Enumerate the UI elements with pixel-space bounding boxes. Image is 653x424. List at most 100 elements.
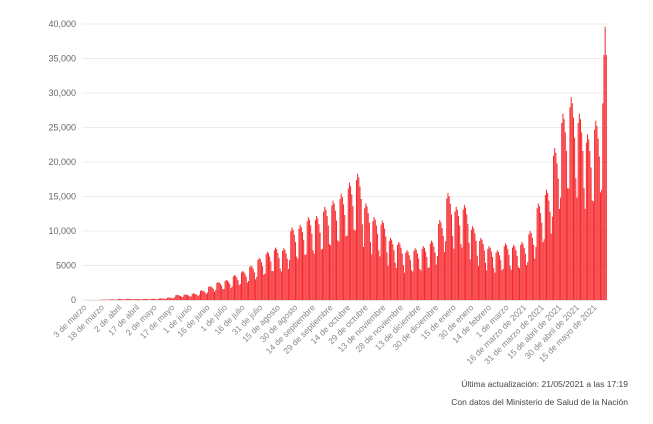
bar	[214, 291, 216, 300]
bar	[230, 287, 232, 300]
bar	[148, 299, 150, 300]
bar	[389, 237, 391, 300]
bar	[563, 119, 565, 300]
bar	[452, 235, 454, 300]
bar	[314, 220, 316, 300]
bar	[413, 250, 415, 300]
bar	[446, 198, 448, 300]
bar	[241, 272, 243, 300]
bar	[366, 206, 368, 300]
bar	[246, 282, 248, 300]
bar	[401, 253, 403, 300]
bar	[278, 258, 280, 300]
bar	[255, 279, 257, 300]
y-tick-label: 20,000	[48, 157, 76, 167]
bar	[326, 216, 328, 300]
bar	[361, 224, 363, 300]
y-tick-label: 15,000	[48, 192, 76, 202]
bar	[172, 298, 174, 300]
bar	[138, 299, 140, 300]
bar	[128, 298, 130, 300]
bar	[134, 299, 136, 300]
bar	[487, 248, 489, 300]
bar	[212, 288, 214, 300]
bar	[205, 294, 207, 300]
bar	[458, 216, 460, 300]
bar	[191, 293, 193, 300]
bar	[289, 260, 291, 300]
bar	[562, 113, 564, 300]
y-tick-label: 25,000	[48, 123, 76, 133]
bar	[455, 206, 457, 300]
bar	[522, 243, 524, 300]
bar	[556, 163, 558, 300]
bar	[350, 186, 352, 300]
bar	[292, 229, 294, 300]
last-updated-text: Última actualización: 21/05/2021 a las 1…	[461, 379, 628, 389]
bar	[211, 287, 213, 300]
bar	[374, 219, 376, 300]
bar	[489, 247, 491, 300]
bar	[585, 142, 587, 300]
bar	[594, 129, 596, 300]
y-tick-label: 40,000	[48, 19, 76, 29]
bar	[581, 132, 583, 300]
bar	[224, 280, 226, 300]
bar	[459, 225, 461, 300]
bar	[226, 280, 228, 300]
bar	[269, 256, 271, 300]
bar	[561, 123, 563, 300]
bar	[276, 249, 278, 300]
bar	[189, 296, 191, 300]
bar	[515, 250, 517, 300]
bar	[385, 236, 387, 300]
bar	[591, 200, 593, 300]
bar	[574, 137, 576, 300]
bar	[337, 240, 339, 300]
bar	[325, 209, 327, 300]
bar	[373, 217, 375, 300]
bar	[126, 298, 128, 300]
bar	[438, 223, 440, 300]
bar	[286, 258, 288, 300]
bar	[473, 228, 475, 300]
bar	[131, 299, 133, 300]
bar	[493, 267, 495, 300]
bar	[402, 265, 404, 300]
bar	[517, 266, 519, 300]
bar	[257, 260, 259, 300]
bar	[537, 203, 539, 300]
bar	[336, 220, 338, 300]
bar	[265, 254, 267, 300]
bar	[320, 249, 322, 300]
bar	[425, 251, 427, 300]
bar	[140, 299, 142, 300]
bar	[190, 296, 192, 300]
bar	[514, 246, 516, 300]
bar	[185, 294, 187, 300]
y-tick-label: 35,000	[48, 54, 76, 64]
bar	[188, 295, 190, 300]
bar	[596, 125, 598, 301]
bar	[250, 265, 252, 300]
bar	[534, 258, 536, 300]
bar	[575, 178, 577, 300]
bar	[365, 203, 367, 300]
bar	[208, 286, 210, 300]
bar	[121, 299, 123, 300]
bar	[368, 222, 370, 300]
bar	[564, 132, 566, 300]
bar	[542, 242, 544, 300]
bar	[305, 254, 307, 300]
bar	[476, 255, 478, 300]
bar	[466, 214, 468, 300]
bar	[440, 222, 442, 300]
bar	[333, 203, 335, 300]
bar	[472, 226, 474, 300]
bar	[181, 296, 183, 300]
bar	[162, 298, 164, 300]
bar	[357, 173, 359, 300]
bar	[571, 103, 573, 300]
bar	[601, 189, 603, 300]
bar	[492, 256, 494, 300]
